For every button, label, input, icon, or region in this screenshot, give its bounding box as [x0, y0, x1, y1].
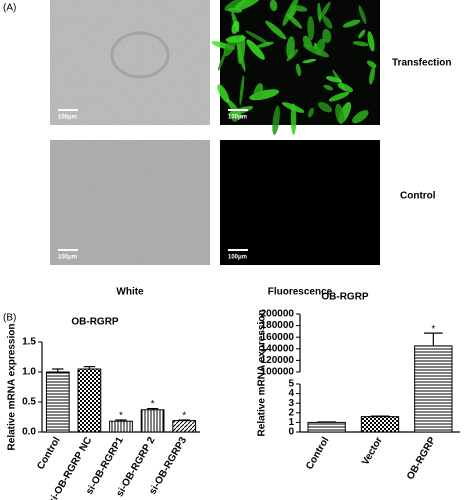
cell	[308, 107, 314, 118]
y-tick-label: 3	[288, 398, 294, 409]
y-tick-label: 180000	[261, 320, 295, 331]
scale-bars	[58, 109, 248, 251]
bar	[172, 420, 197, 433]
cell	[286, 36, 295, 60]
cell	[367, 31, 375, 52]
cell	[302, 58, 317, 64]
cell	[245, 30, 271, 46]
y-tick-label: 160000	[261, 332, 295, 343]
cell	[322, 28, 332, 43]
cell	[253, 83, 264, 100]
cell	[272, 105, 280, 135]
y-tick-label: 0.5	[22, 397, 36, 408]
scale-label: 100μm	[58, 115, 77, 121]
cell	[342, 19, 361, 28]
panel-label: (B)	[3, 313, 16, 324]
row-label: Control	[400, 191, 436, 202]
scale-label: 100μm	[228, 115, 247, 121]
y-tick-label: 0	[288, 427, 294, 438]
chart-title: OB-RGRP	[71, 317, 119, 328]
y-axis-label: Relative mRNA expression	[257, 310, 268, 437]
cell	[366, 60, 377, 68]
cell	[217, 51, 227, 71]
cell	[269, 0, 278, 12]
cell	[290, 103, 297, 135]
y-tick-label: 120000	[261, 355, 295, 366]
cell	[307, 16, 315, 41]
cell	[328, 91, 350, 102]
cell	[318, 1, 331, 21]
scale-label: 100μm	[58, 255, 77, 261]
cell	[256, 41, 274, 48]
scale-label: 100μm	[228, 255, 247, 261]
y-tick-label: 1.0	[22, 367, 36, 378]
row-label: Transfection	[392, 58, 451, 69]
y-tick-label: 1	[288, 417, 294, 428]
significance-marker: *	[119, 411, 123, 422]
significance-marker: *	[151, 399, 155, 410]
cell	[317, 2, 322, 23]
cell	[337, 83, 353, 93]
x-tick-label: Control	[35, 435, 62, 471]
bar	[414, 345, 453, 433]
y-tick-label: 1.5	[22, 337, 36, 348]
cell	[318, 102, 333, 113]
chart-title: OB-RGRP	[321, 292, 369, 303]
image-white-control	[50, 140, 210, 265]
cell	[224, 0, 246, 11]
bar	[45, 371, 70, 433]
x-tick-label: Control	[304, 435, 331, 471]
image-white-transfection	[50, 0, 210, 125]
cell	[352, 41, 369, 47]
cell	[352, 110, 369, 124]
cell	[358, 5, 367, 24]
bar	[109, 420, 133, 433]
cell	[231, 21, 240, 34]
cell	[296, 63, 301, 77]
cell	[325, 76, 342, 83]
significance-marker: *	[182, 411, 186, 422]
cell	[286, 13, 303, 29]
bar	[307, 421, 346, 433]
cell	[225, 35, 246, 43]
y-tick-label: 200000	[261, 309, 295, 320]
y-tick-label: 100000	[261, 367, 295, 378]
cell	[323, 84, 334, 91]
image-fluorescence-transfection	[211, 0, 380, 135]
y-tick-label: 2	[288, 407, 294, 418]
y-axis-label: Relative mRNA expression	[7, 324, 18, 451]
bar	[360, 416, 400, 433]
cell	[369, 66, 375, 85]
significance-marker: *	[431, 324, 435, 335]
cell	[315, 38, 326, 56]
panel-label: (A)	[3, 3, 16, 14]
cell	[246, 39, 265, 60]
cell	[282, 0, 299, 27]
column-label: White	[116, 287, 144, 298]
cell	[239, 75, 245, 106]
bar	[77, 368, 102, 433]
cell	[358, 29, 366, 39]
image-fluorescence-control	[220, 140, 380, 265]
column-label: Fluorescence	[268, 287, 333, 298]
y-tick-label: 140000	[261, 343, 295, 354]
y-tick-label: 5	[288, 379, 294, 390]
cell	[217, 84, 230, 103]
bar	[140, 409, 165, 433]
cell	[322, 15, 333, 29]
cell	[234, 0, 262, 11]
cell	[335, 103, 345, 125]
cell	[265, 20, 287, 40]
y-tick-label: 0.0	[22, 427, 36, 438]
y-tick-label: 4	[288, 388, 294, 399]
x-tick-label: OB-RGRP	[405, 435, 438, 482]
charts: OB-RGRP Relative mRNA expression 0.0 0.5 1.0…	[7, 292, 460, 500]
x-tick-label: Vector	[360, 435, 385, 467]
